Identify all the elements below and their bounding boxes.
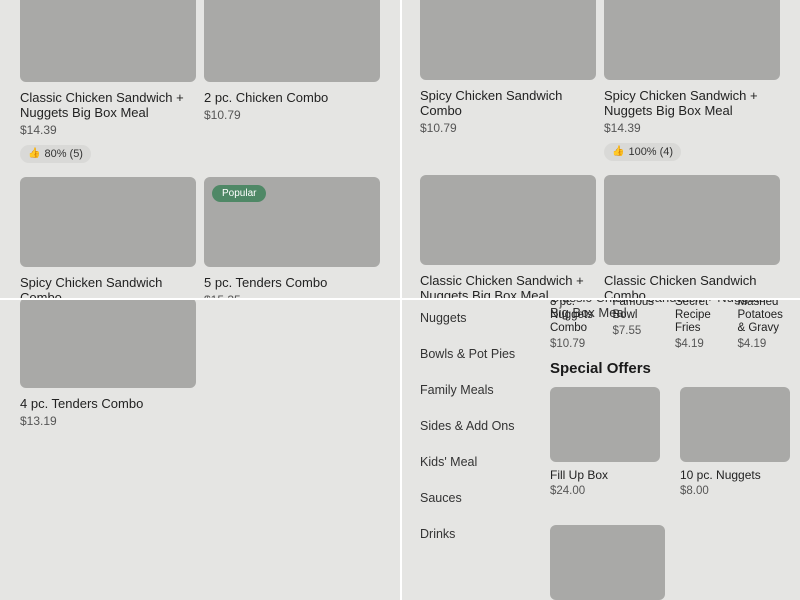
menu-item[interactable]: Spicy Chicken Sandwich + Nuggets Big Box…	[604, 0, 780, 175]
menu-item-grid-tr: Spicy Chicken Sandwich Combo $10.79 Spic…	[400, 0, 800, 300]
menu-item-image	[20, 177, 196, 267]
menu-item-name: Classic Chicken Sandwich + Nuggets Big B…	[20, 90, 196, 120]
menu-item-name: 2 pc. Chicken Combo	[204, 90, 380, 105]
menu-item-image	[604, 0, 780, 80]
menu-item-image	[204, 0, 380, 82]
menu-item-name: Spicy Chicken Sandwich + Nuggets Big Box…	[604, 88, 780, 118]
menu-item[interactable]: Fill Up Box $24.00	[550, 387, 660, 511]
small-grid: 8 pc. Nuggets Combo $10.79 Famous Bowl $…	[550, 300, 790, 350]
category-item-family-meals[interactable]: Family Meals	[420, 372, 530, 408]
menu-item-grid-bl: 4 pc. Tenders Combo $13.19	[0, 300, 400, 448]
offer-name: Fill Up Box	[550, 468, 660, 482]
menu-panel-top-left: Classic Chicken Sandwich + Nuggets Big B…	[0, 0, 400, 300]
category-item-sauces[interactable]: Sauces	[420, 480, 530, 516]
category-item-nuggets[interactable]: Nuggets	[420, 300, 530, 336]
offer-name: 10 pc. Nuggets	[680, 468, 790, 482]
menu-item-price: $13.19	[20, 414, 196, 428]
menu-item[interactable]: Classic Chicken Sandwich Combo $10.79	[604, 175, 780, 301]
menu-item-name: Classic Chicken Sandwich Combo	[604, 273, 780, 301]
offer-price: $24.00	[550, 485, 660, 497]
menu-item[interactable]: Famous Bowl $7.55	[613, 300, 666, 350]
menu-item[interactable]: Classic Chicken Sandwich + Nuggets Big B…	[420, 175, 596, 301]
menu-item-image	[420, 175, 596, 265]
menu-item-image	[20, 0, 196, 82]
menu-item[interactable]: 8 pc. Nuggets Combo $10.79	[550, 300, 603, 350]
panel-divider-vertical	[400, 0, 402, 600]
category-item-sides-add-ons[interactable]: Sides & Add Ons	[420, 408, 530, 444]
menu-panel-top-right: Spicy Chicken Sandwich Combo $10.79 Spic…	[400, 0, 800, 300]
menu-item[interactable]: 8 pc. Chicken + 8 pc. Tenders Fill Up $3…	[550, 525, 665, 600]
bottom-right-content-area: 8 pc. Nuggets Combo $10.79 Famous Bowl $…	[550, 300, 790, 600]
menu-item[interactable]: 2 pc. Chicken Combo $10.79	[204, 0, 380, 177]
menu-item[interactable]	[204, 300, 380, 448]
category-item-kids-meal[interactable]: Kids' Meal	[420, 444, 530, 480]
menu-item-price: $10.79	[204, 108, 380, 122]
menu-item-name: Spicy Chicken Sandwich Combo	[20, 275, 196, 301]
menu-item-name: Classic Chicken Sandwich + Nuggets Big B…	[420, 273, 596, 301]
category-item-bowls-pot-pies[interactable]: Bowls & Pot Pies	[420, 336, 530, 372]
popular-badge: Popular	[212, 185, 266, 202]
thumbs-up-icon: 👍	[612, 146, 624, 157]
offer-image	[550, 525, 665, 600]
menu-panel-bottom-left: 4 pc. Tenders Combo $13.19	[0, 300, 400, 600]
category-sidebar: Nuggets Bowls & Pot Pies Family Meals Si…	[400, 300, 530, 552]
menu-item[interactable]: 4 pc. Tenders Combo $13.19	[20, 300, 196, 448]
special-offers-grid: Fill Up Box $24.00 10 pc. Nuggets $8.00	[550, 387, 790, 511]
offer-image	[550, 387, 660, 462]
menu-item-rating: 👍 80% (5)	[20, 145, 91, 163]
menu-item-image	[604, 175, 780, 265]
thumbs-up-icon: 👍	[28, 148, 40, 159]
menu-item-image: Popular	[204, 177, 380, 267]
menu-item-price: $14.39	[20, 123, 196, 137]
menu-item[interactable]: Classic Chicken Sandwich + Nuggets Big B…	[20, 0, 196, 177]
panel-divider-horizontal	[0, 298, 800, 300]
menu-item-image	[20, 300, 196, 388]
menu-item-name: Spicy Chicken Sandwich Combo	[420, 88, 596, 118]
menu-item-price: $10.79	[420, 121, 596, 135]
menu-item-rating: 👍 100% (4)	[604, 143, 681, 161]
menu-item-price: $14.39	[604, 121, 780, 135]
menu-item[interactable]: Spicy Chicken Sandwich Combo $10.79	[20, 177, 196, 301]
special-offers-title: Special Offers	[550, 360, 790, 377]
menu-item[interactable]: Secret Recipe Fries $4.19	[675, 300, 728, 350]
category-item-drinks[interactable]: Drinks	[420, 516, 530, 552]
menu-item-image	[420, 0, 596, 80]
menu-item-grid-tl: Classic Chicken Sandwich + Nuggets Big B…	[0, 0, 400, 300]
menu-panel-bottom-right: Classic Chicken Sandwich + Nuggets Big B…	[400, 300, 800, 600]
offer-image	[680, 387, 790, 462]
offer-price: $8.00	[680, 485, 790, 497]
menu-item-name: 5 pc. Tenders Combo	[204, 275, 380, 290]
menu-item[interactable]: 10 pc. Nuggets $8.00	[680, 387, 790, 511]
menu-item[interactable]: Popular 5 pc. Tenders Combo $15.35	[204, 177, 380, 301]
menu-item[interactable]: Mashed Potatoes & Gravy $4.19	[738, 300, 791, 350]
menu-item-name: 4 pc. Tenders Combo	[20, 396, 196, 411]
menu-item[interactable]: Spicy Chicken Sandwich Combo $10.79	[420, 0, 596, 175]
